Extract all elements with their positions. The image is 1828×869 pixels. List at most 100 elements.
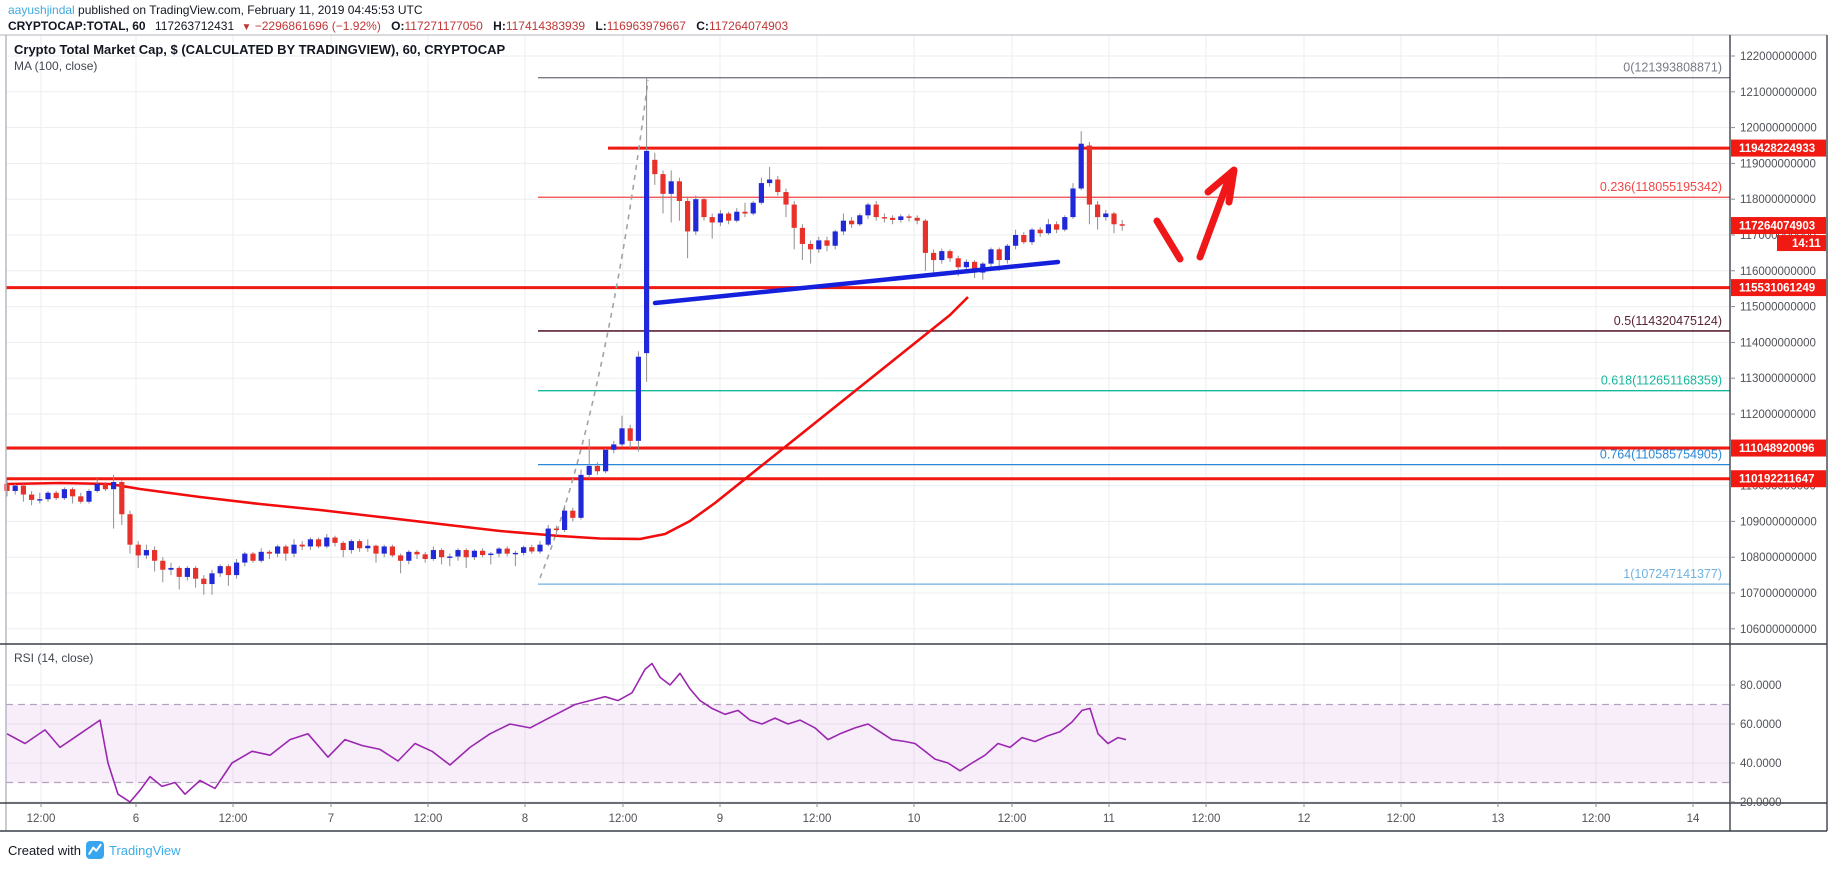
price-tick-label: 120000000000 xyxy=(1740,123,1817,135)
candle-body xyxy=(275,546,281,554)
rsi-tick-label: 40.0000 xyxy=(1740,758,1782,770)
fib-label: 0.764(110585754905) xyxy=(1600,448,1722,462)
price-tick-label: 109000000000 xyxy=(1740,516,1817,528)
fib-levels: 0(121393808871) 0.236(118055195342) 0.5(11… xyxy=(538,61,1730,585)
candle-body xyxy=(586,465,592,475)
time-tick-label: 7 xyxy=(328,813,334,825)
candle-body xyxy=(1054,224,1060,230)
candle-body xyxy=(70,489,76,497)
candle-body xyxy=(955,258,961,268)
candle-body xyxy=(742,211,748,214)
time-tick-label: 12:00 xyxy=(609,813,638,825)
candle-body xyxy=(1045,224,1051,234)
candle-body xyxy=(824,240,830,246)
tradingview-logo-icon[interactable] xyxy=(85,841,104,859)
candle-body xyxy=(283,546,289,554)
candle-body xyxy=(143,550,149,556)
price-tick-label: 114000000000 xyxy=(1740,337,1816,349)
gridlines xyxy=(6,35,1730,803)
candle-body xyxy=(570,510,576,518)
candle-body xyxy=(947,251,953,259)
candle-body xyxy=(266,551,272,554)
time-tick-label: 12:00 xyxy=(1582,813,1611,825)
candle-body xyxy=(996,249,1002,261)
open-value: 117271177050 xyxy=(404,19,483,33)
created-with-text: Created with xyxy=(8,842,81,858)
price-badge-label: 119428224933 xyxy=(1739,143,1815,155)
candle-body xyxy=(635,356,641,441)
time-tick-label: 12:00 xyxy=(1387,813,1416,825)
time-tick-label: 14 xyxy=(1687,813,1700,825)
direction-down-icon: ▼ xyxy=(241,22,252,33)
candle-body xyxy=(1037,229,1043,234)
candle-body xyxy=(873,204,879,218)
candle-body xyxy=(168,567,174,570)
price-tick-label: 121000000000 xyxy=(1740,87,1817,99)
price-tick-label: 118000000000 xyxy=(1740,194,1816,206)
price-axis: 122000000000 121000000000 120000000000 1190… xyxy=(1730,51,1817,809)
candle-body xyxy=(316,539,322,547)
author-link[interactable]: aayushjindal xyxy=(8,3,75,17)
symbol-interval: CRYPTOCAP:TOTAL, 60 xyxy=(8,19,146,33)
candle-body xyxy=(512,552,518,555)
time-tick-label: 10 xyxy=(908,813,921,825)
price-tick-label: 107000000000 xyxy=(1740,588,1817,600)
candle-body xyxy=(201,578,207,585)
up-arrow-head xyxy=(1204,166,1238,206)
candle-body xyxy=(242,553,248,563)
chart-header: aayushjindal published on TradingView.co… xyxy=(8,3,788,35)
tradingview-link[interactable]: TradingView xyxy=(108,842,181,858)
candle-body xyxy=(307,539,313,547)
candle-body xyxy=(816,240,822,250)
candle-body xyxy=(135,544,141,556)
candle-body xyxy=(865,204,871,216)
time-tick-label: 8 xyxy=(522,813,528,825)
candle-body xyxy=(1004,245,1010,261)
time-tick-label: 12:00 xyxy=(27,813,56,825)
candle-body xyxy=(783,192,789,205)
candles xyxy=(4,77,1125,595)
candle-body xyxy=(693,199,699,232)
candle-body xyxy=(291,544,297,554)
candle-body xyxy=(37,499,43,501)
candle-body xyxy=(898,216,904,220)
candle-body xyxy=(758,183,764,203)
candle-body xyxy=(78,496,84,502)
candle-body xyxy=(537,544,543,552)
candle-body xyxy=(726,213,732,221)
candle-body xyxy=(1086,145,1092,205)
candle-body xyxy=(250,553,256,561)
fib-label: 0.236(118055195342) xyxy=(1600,180,1722,194)
price-badge-label: 117264074903 xyxy=(1739,221,1815,233)
candle-body xyxy=(840,220,846,232)
candle-body xyxy=(406,551,412,561)
candle-body xyxy=(332,537,338,543)
close-label: C: xyxy=(696,19,709,33)
candle-body xyxy=(676,181,682,201)
candle-body xyxy=(709,217,715,223)
low-value: 116963979667 xyxy=(606,19,686,33)
price-badge xyxy=(1731,217,1826,235)
change-text: −2296861696 (−1.92%) xyxy=(254,19,381,33)
candle-body xyxy=(767,179,773,184)
candle-body xyxy=(193,567,199,579)
candle-body xyxy=(627,428,633,441)
candle-body xyxy=(53,492,59,499)
candle-body xyxy=(381,546,387,554)
time-tick-label: 12:00 xyxy=(1192,813,1221,825)
rsi-band xyxy=(6,704,1730,783)
symbol-line: CRYPTOCAP:TOTAL, 60 117263712431 ▼ −2296… xyxy=(8,19,788,35)
candle-body xyxy=(685,200,691,232)
candle-body xyxy=(365,545,371,549)
candle-body xyxy=(94,483,100,491)
candle-body xyxy=(373,545,379,554)
candle-body xyxy=(1095,204,1101,218)
candle-body xyxy=(439,550,445,558)
candle-body xyxy=(1078,143,1084,189)
price-badge-label: 115531061249 xyxy=(1739,283,1815,295)
candle-body xyxy=(152,550,158,561)
candle-body xyxy=(701,199,707,218)
time-tick-label: 9 xyxy=(717,813,723,825)
